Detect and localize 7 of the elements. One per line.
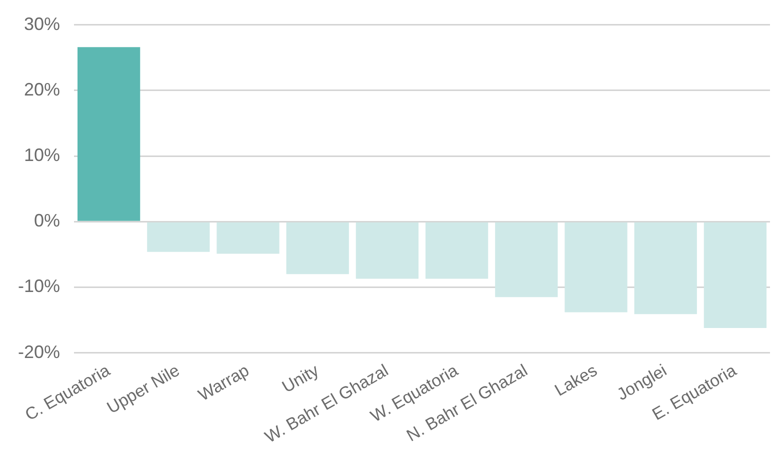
y-tick-label: 0% (34, 210, 60, 231)
y-tick-label: -20% (18, 342, 60, 362)
y-tick-label: -10% (18, 276, 60, 296)
y-tick-label: 10% (24, 145, 60, 166)
y-tick-label: 30% (24, 14, 60, 34)
x-tick-label: Unity (278, 360, 322, 397)
y-tick-label: 20% (24, 79, 60, 100)
